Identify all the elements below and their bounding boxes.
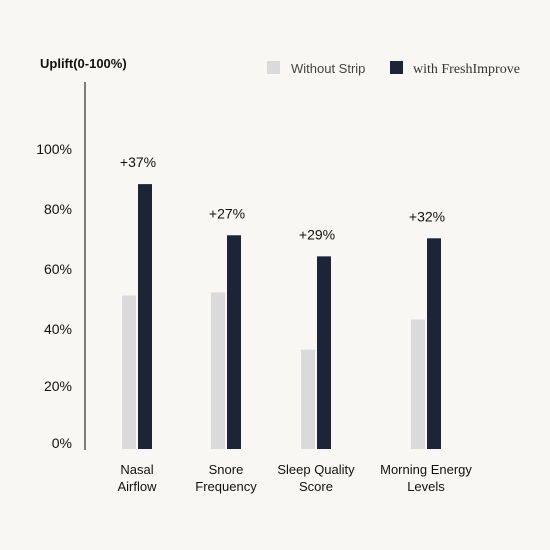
legend-label-without-strip: Without Strip — [291, 61, 365, 76]
bar-with-freshimprove — [427, 238, 441, 449]
uplift-annotation: +32% — [409, 208, 445, 224]
uplift-annotation: +27% — [209, 205, 245, 221]
bar-with-freshimprove — [317, 256, 331, 449]
bar-without-strip — [411, 319, 425, 449]
bar-with-freshimprove — [138, 184, 152, 449]
y-axis-title: Uplift(0-100%) — [40, 56, 127, 71]
legend-label-with-freshimprove: with FreshImprove — [413, 62, 520, 77]
category-label: Sleep Quality Score — [277, 462, 355, 494]
legend: Without Strip with FreshImprove — [267, 61, 520, 77]
y-tick-label: 80% — [44, 201, 72, 217]
uplift-annotation: +37% — [120, 154, 156, 170]
y-tick-label: 20% — [44, 378, 72, 394]
bar-without-strip — [211, 292, 225, 449]
category-label: Snore Frequency — [195, 462, 257, 494]
x-axis-categories: Nasal Airflow Snore Frequency Sleep Quality S… — [117, 462, 472, 494]
y-tick-label: 60% — [44, 261, 72, 277]
legend-swatch-without-strip — [267, 61, 280, 74]
bar-without-strip — [122, 295, 136, 449]
bars — [122, 184, 441, 449]
bar-without-strip — [301, 349, 315, 449]
y-tick-label: 0% — [52, 435, 72, 451]
bar-annotations: +37% +27% +29% +32% — [120, 154, 445, 242]
bar-with-freshimprove — [227, 235, 241, 449]
y-tick-label: 100% — [36, 141, 72, 157]
legend-swatch-with-freshimprove — [390, 61, 403, 74]
y-tick-label: 40% — [44, 321, 72, 337]
category-label: Nasal Airflow — [117, 462, 157, 494]
uplift-annotation: +29% — [299, 226, 335, 242]
y-axis-ticks: 0% 20% 40% 60% 80% 100% — [36, 141, 72, 451]
category-label: Morning Energy Levels — [380, 462, 472, 494]
